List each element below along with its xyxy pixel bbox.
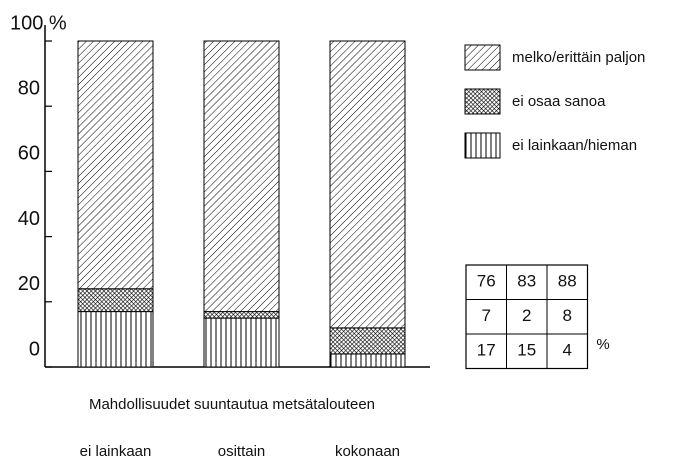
y-tick-label: 60	[18, 143, 40, 165]
legend-swatch	[464, 88, 501, 115]
legend-label: melko/erittäin paljon	[512, 49, 645, 66]
bar-segment	[203, 311, 280, 319]
table-cell: 88	[558, 272, 577, 291]
x-tick-label: osittain	[218, 443, 266, 460]
table-unit: %	[596, 336, 609, 353]
table-cell: 2	[522, 306, 531, 325]
legend-label: ei osaa sanoa	[512, 93, 606, 110]
y-tick-label: 0	[29, 338, 40, 360]
bar-segment	[203, 40, 280, 313]
y-tick-label: 40	[18, 208, 40, 230]
bar-segment	[329, 40, 406, 329]
bar-segment	[77, 40, 154, 290]
table-border	[465, 264, 589, 370]
table-cell: 15	[517, 341, 536, 360]
bar-segment	[203, 317, 280, 368]
x-tick-label: ei lainkaan	[80, 443, 152, 460]
table-cell: 7	[482, 306, 491, 325]
y-tick-label: 100 %	[10, 12, 67, 34]
legend-swatch	[464, 44, 501, 71]
x-axis-label: Mahdollisuudet suuntautua metsätalouteen	[89, 396, 375, 413]
bar-segment	[77, 288, 154, 313]
table-cell: 76	[477, 272, 496, 291]
y-tick-label: 20	[18, 273, 40, 295]
bar-segment	[77, 311, 154, 368]
table-cell: 4	[563, 341, 572, 360]
x-tick-label: kokonaan	[335, 443, 400, 460]
bar-segment	[329, 353, 406, 368]
legend-label: ei lainkaan/hieman	[512, 137, 637, 154]
legend-swatch	[464, 132, 501, 159]
table-cell: 17	[477, 341, 496, 360]
table-cell: 83	[517, 272, 536, 291]
bar-segment	[329, 327, 406, 355]
y-tick-label: 80	[18, 77, 40, 99]
table-cell: 8	[563, 306, 572, 325]
